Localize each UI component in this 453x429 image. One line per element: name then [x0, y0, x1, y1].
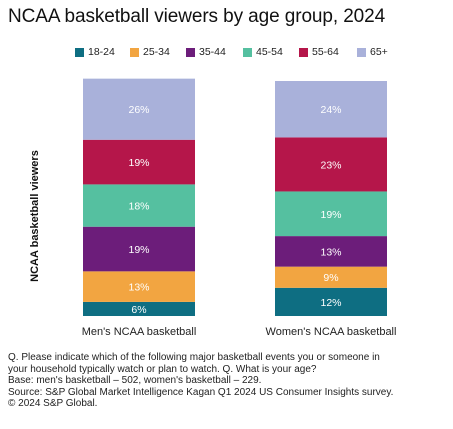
legend-swatch	[130, 47, 139, 57]
category-label-men: Men's NCAA basketball	[82, 326, 197, 338]
data-label: 6%	[131, 304, 146, 316]
bar-segment-65--women	[275, 81, 387, 138]
bar-group: 6% 13% 19% 18% 19% 26% 12% 9% 13% 19% 23% 24%	[83, 78, 387, 316]
data-label: 19%	[128, 244, 149, 256]
legend-item-35-44: 35-44	[186, 44, 226, 60]
bar-segment-55-64-women	[275, 137, 387, 192]
category-label-women: Women's NCAA basketball	[266, 326, 397, 338]
legend-label: 25-34	[143, 46, 170, 58]
category-labels: Men's NCAA basketball Women's NCAA basket…	[82, 326, 397, 338]
legend-item-25-34: 25-34	[130, 44, 170, 60]
footnote-question-line-2: your household typically watch or plan t…	[8, 363, 317, 375]
y-axis-label: NCAA basketball viewers	[29, 150, 41, 282]
footnote-source: Source: S&P Global Market Intelligence K…	[8, 386, 394, 398]
legend-swatch	[299, 47, 308, 57]
legend-item-18-24: 18-24	[75, 44, 115, 60]
data-label: 13%	[320, 246, 341, 258]
legend-label: 55-64	[312, 46, 339, 58]
data-label: 18%	[128, 201, 149, 213]
chart-footnotes: Q. Please indicate which of the followin…	[8, 352, 448, 410]
bar-segment-65--men	[83, 78, 195, 140]
chart-title: NCAA basketball viewers by age group, 20…	[8, 6, 386, 27]
footnote-base: Base: men's basketball – 502, women's ba…	[8, 375, 262, 387]
legend-swatch	[75, 47, 84, 57]
data-label: 19%	[320, 209, 341, 221]
data-label: 9%	[323, 272, 338, 284]
data-label: 13%	[128, 282, 149, 294]
stacked-bar-chart: NCAA basketball viewers 6% 13% 19% 18% 19% 26…	[29, 78, 397, 338]
legend-item-65-: 65+	[357, 44, 388, 60]
bar-segment-35-44-women	[275, 236, 387, 267]
bar-segment-25-34-women	[275, 266, 387, 288]
bar-segment-25-34-men	[83, 271, 195, 302]
bar-segment-55-64-men	[83, 139, 195, 185]
bar-segment-35-44-men	[83, 226, 195, 272]
legend-label: 18-24	[88, 46, 115, 58]
data-label: 23%	[320, 159, 341, 171]
legend-swatch	[186, 47, 195, 57]
legend-swatch	[357, 47, 366, 57]
legend-label: 35-44	[199, 46, 226, 58]
data-label: 24%	[320, 104, 341, 116]
bar-segment-45-54-men	[83, 184, 195, 227]
legend-label: 65+	[370, 46, 388, 58]
footnote-copyright: © 2024 S&P Global.	[8, 398, 98, 410]
chart-legend: 18-24 25-34 35-44 45-54 55-64 65+	[0, 44, 453, 60]
legend-label: 45-54	[256, 46, 283, 58]
bar-segment-45-54-women	[275, 191, 387, 237]
legend-swatch	[243, 47, 252, 57]
legend-item-55-64: 55-64	[299, 44, 339, 60]
data-label: 19%	[128, 157, 149, 169]
bar-segment-18-24-men	[83, 301, 195, 316]
data-label: 26%	[128, 104, 149, 116]
legend-item-45-54: 45-54	[243, 44, 283, 60]
footnote-question-line-1: Q. Please indicate which of the followin…	[8, 352, 380, 363]
data-label: 12%	[320, 297, 341, 309]
bar-segment-18-24-women	[275, 287, 387, 316]
